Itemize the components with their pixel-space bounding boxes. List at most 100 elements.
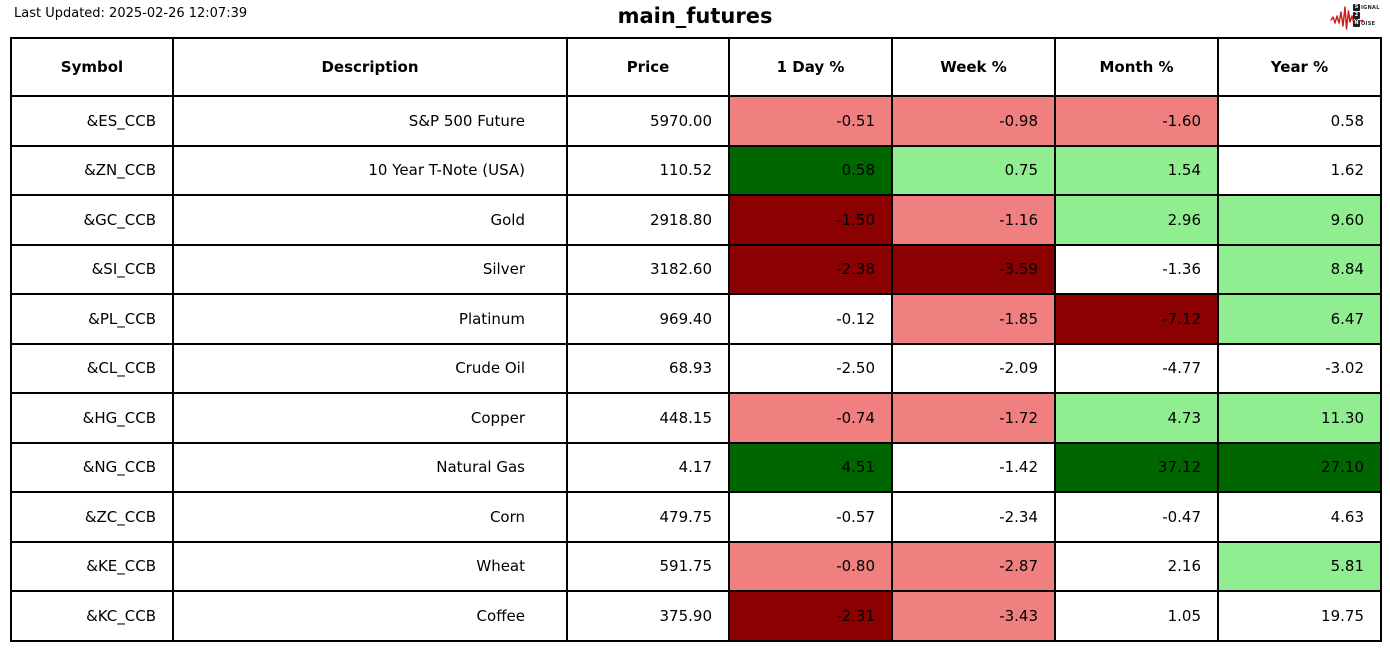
symbol-cell: &ZC_CCB [10, 491, 174, 543]
symbol-cell: &CL_CCB [10, 342, 174, 394]
week-pct-cell: -1.16 [891, 194, 1056, 246]
day-pct-cell: -2.31 [728, 590, 893, 642]
week-pct-cell: -2.34 [891, 491, 1056, 543]
price-cell: 375.90 [566, 590, 730, 642]
description-cell: Coffee [172, 590, 568, 642]
year-pct-cell: 5.81 [1217, 540, 1382, 592]
symbol-cell: &KE_CCB [10, 540, 174, 592]
logo-boxed-letter: S [1353, 4, 1360, 11]
price-cell: 969.40 [566, 293, 730, 345]
table-row: &PL_CCB Platinum 969.40 -0.12 -1.85 -7.12 6.47 [10, 293, 1382, 345]
day-pct-cell: -2.38 [728, 243, 893, 295]
description-cell: Corn [172, 491, 568, 543]
symbol-cell: &HG_CCB [10, 392, 174, 444]
month-pct-cell: 4.73 [1054, 392, 1219, 444]
column-header-description: Description [172, 37, 568, 97]
description-cell: 10 Year T-Note (USA) [172, 144, 568, 196]
symbol-cell: &GC_CCB [10, 194, 174, 246]
description-cell: Silver [172, 243, 568, 295]
column-header-symbol: Symbol [10, 37, 174, 97]
logo-boxed-letter: 2 [1353, 12, 1360, 19]
week-pct-cell: -0.98 [891, 95, 1056, 147]
price-cell: 4.17 [566, 441, 730, 493]
table-header-row: Symbol Description Price 1 Day % Week % Month… [10, 37, 1382, 97]
month-pct-cell: 2.16 [1054, 540, 1219, 592]
logo-letters: OISE [1361, 20, 1376, 27]
month-pct-cell: -0.47 [1054, 491, 1219, 543]
table-row: &HG_CCB Copper 448.15 -0.74 -1.72 4.73 11.30 [10, 392, 1382, 444]
price-cell: 5970.00 [566, 95, 730, 147]
logo-text-line: S IGNAL [1353, 4, 1380, 11]
month-pct-cell: -1.36 [1054, 243, 1219, 295]
symbol-cell: &ES_CCB [10, 95, 174, 147]
logo-boxed-letter: N [1353, 20, 1360, 27]
logo-text: S IGNAL 2 N OISE [1353, 4, 1380, 27]
table-row: &KE_CCB Wheat 591.75 -0.80 -2.87 2.16 5.81 [10, 540, 1382, 592]
column-header-month: Month % [1054, 37, 1219, 97]
year-pct-cell: 0.58 [1217, 95, 1382, 147]
year-pct-cell: 9.60 [1217, 194, 1382, 246]
price-cell: 3182.60 [566, 243, 730, 295]
futures-table: Symbol Description Price 1 Day % Week % Month… [10, 37, 1382, 642]
price-cell: 110.52 [566, 144, 730, 196]
month-pct-cell: 1.54 [1054, 144, 1219, 196]
price-cell: 68.93 [566, 342, 730, 394]
column-header-price: Price [566, 37, 730, 97]
column-header-1-day: 1 Day % [728, 37, 893, 97]
month-pct-cell: -4.77 [1054, 342, 1219, 394]
description-cell: S&P 500 Future [172, 95, 568, 147]
year-pct-cell: 27.10 [1217, 441, 1382, 493]
month-pct-cell: -1.60 [1054, 95, 1219, 147]
week-pct-cell: -3.59 [891, 243, 1056, 295]
page-title: main_futures [617, 4, 773, 28]
table-row: &CL_CCB Crude Oil 68.93 -2.50 -2.09 -4.77 -3.0… [10, 342, 1382, 394]
month-pct-cell: 1.05 [1054, 590, 1219, 642]
price-cell: 591.75 [566, 540, 730, 592]
day-pct-cell: 4.51 [728, 441, 893, 493]
description-cell: Copper [172, 392, 568, 444]
day-pct-cell: -0.12 [728, 293, 893, 345]
symbol-cell: &ZN_CCB [10, 144, 174, 196]
table-row: &NG_CCB Natural Gas 4.17 4.51 -1.42 37.12 27.1… [10, 441, 1382, 493]
day-pct-cell: -0.80 [728, 540, 893, 592]
day-pct-cell: -0.74 [728, 392, 893, 444]
table-row: &ZN_CCB 10 Year T-Note (USA) 110.52 0.58 0.7… [10, 144, 1382, 196]
column-header-year: Year % [1217, 37, 1382, 97]
day-pct-cell: -1.50 [728, 194, 893, 246]
day-pct-cell: -0.51 [728, 95, 893, 147]
table-row: &ZC_CCB Corn 479.75 -0.57 -2.34 -0.47 4.63 [10, 491, 1382, 543]
description-cell: Gold [172, 194, 568, 246]
description-cell: Wheat [172, 540, 568, 592]
week-pct-cell: -1.42 [891, 441, 1056, 493]
logo-letters: IGNAL [1361, 4, 1380, 11]
month-pct-cell: 2.96 [1054, 194, 1219, 246]
table-row: &ES_CCB S&P 500 Future 5970.00 -0.51 -0.98 -1… [10, 95, 1382, 147]
year-pct-cell: 4.63 [1217, 491, 1382, 543]
logo-text-line: N OISE [1353, 20, 1380, 27]
year-pct-cell: 8.84 [1217, 243, 1382, 295]
month-pct-cell: 37.12 [1054, 441, 1219, 493]
description-cell: Natural Gas [172, 441, 568, 493]
symbol-cell: &KC_CCB [10, 590, 174, 642]
month-pct-cell: -7.12 [1054, 293, 1219, 345]
symbol-cell: &NG_CCB [10, 441, 174, 493]
year-pct-cell: 6.47 [1217, 293, 1382, 345]
week-pct-cell: -1.72 [891, 392, 1056, 444]
column-header-week: Week % [891, 37, 1056, 97]
symbol-cell: &PL_CCB [10, 293, 174, 345]
day-pct-cell: 0.58 [728, 144, 893, 196]
week-pct-cell: -1.85 [891, 293, 1056, 345]
signal2noise-logo: S IGNAL 2 N OISE [1330, 1, 1388, 34]
description-cell: Platinum [172, 293, 568, 345]
last-updated-text: Last Updated: 2025-02-26 12:07:39 [14, 6, 248, 21]
price-cell: 479.75 [566, 491, 730, 543]
year-pct-cell: 1.62 [1217, 144, 1382, 196]
symbol-cell: &SI_CCB [10, 243, 174, 295]
day-pct-cell: -0.57 [728, 491, 893, 543]
year-pct-cell: 11.30 [1217, 392, 1382, 444]
logo-text-line: 2 [1353, 12, 1380, 19]
year-pct-cell: 19.75 [1217, 590, 1382, 642]
week-pct-cell: -2.09 [891, 342, 1056, 394]
table-row: &KC_CCB Coffee 375.90 -2.31 -3.43 1.05 19.75 [10, 590, 1382, 642]
week-pct-cell: -2.87 [891, 540, 1056, 592]
